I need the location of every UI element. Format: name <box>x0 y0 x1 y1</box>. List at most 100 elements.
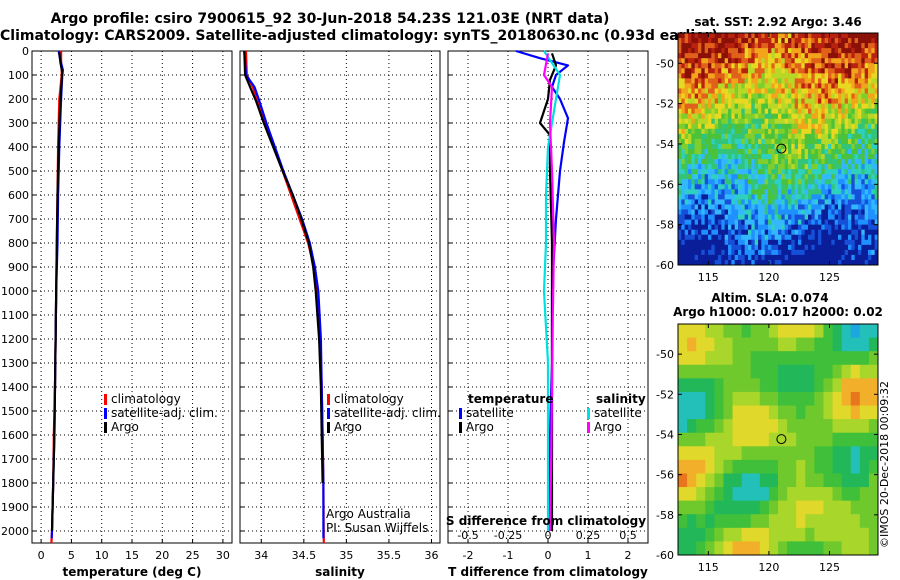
map-cell <box>691 68 696 74</box>
map-cell <box>814 159 819 165</box>
map-cell <box>678 53 682 59</box>
map-cell <box>708 48 712 54</box>
map-cell <box>711 164 716 170</box>
map-cell <box>698 48 702 54</box>
map-cell <box>871 93 876 100</box>
map-cell <box>681 159 686 165</box>
map-cell <box>841 128 846 135</box>
map-cell <box>844 133 849 140</box>
map-cell <box>724 194 729 201</box>
map-cell <box>741 164 746 170</box>
map-cell <box>871 33 876 39</box>
map-cell <box>774 149 779 155</box>
map-cell <box>684 164 689 170</box>
map-cell <box>744 164 749 170</box>
map-cell <box>824 103 829 110</box>
map-cell <box>678 541 688 555</box>
diff-legend-sal-label: Argo <box>594 420 622 434</box>
map-cell <box>684 68 689 74</box>
map-cell <box>696 487 706 502</box>
map-cell <box>781 103 786 110</box>
map-cell <box>678 194 682 201</box>
map-cell <box>864 234 869 241</box>
map-cell <box>808 199 812 206</box>
map-cell <box>691 149 696 155</box>
map-cell <box>844 244 849 251</box>
map-cell <box>828 48 832 54</box>
map-cell <box>798 118 802 125</box>
map-cell <box>764 53 769 59</box>
map-cell <box>678 234 682 241</box>
map-cell <box>814 194 819 201</box>
map-cell <box>784 194 789 201</box>
map-xtick-label: 120 <box>758 561 779 574</box>
map-cell <box>764 154 769 160</box>
map-cell <box>701 113 706 120</box>
map-cell <box>771 189 776 195</box>
map-cell <box>831 78 836 85</box>
map-cell <box>764 113 769 120</box>
map-cell <box>831 128 836 135</box>
map-cell <box>778 133 782 140</box>
map-cell <box>823 541 834 555</box>
map-cell <box>759 527 770 543</box>
map-cell <box>794 103 799 110</box>
map-cell <box>774 48 779 54</box>
x-tick-label: 25 <box>186 549 200 562</box>
map-cell <box>714 108 719 115</box>
map-cell <box>708 244 712 251</box>
map-cell <box>874 229 878 236</box>
map-cell <box>838 154 842 160</box>
map-cell <box>721 164 726 170</box>
map-cell <box>811 229 816 236</box>
map-cell <box>694 73 699 79</box>
map-cell <box>711 113 716 120</box>
map-cell <box>838 159 842 165</box>
map-cell <box>678 184 682 190</box>
map-cell <box>871 78 876 85</box>
map-cell <box>838 138 842 145</box>
map-cell <box>684 33 689 39</box>
map-cell <box>774 78 779 85</box>
diff-s-tick-label: -0.25 <box>494 529 522 542</box>
map-cell <box>868 63 872 69</box>
map-cell <box>696 459 706 475</box>
map-cell <box>718 164 722 170</box>
map-cell <box>734 113 739 120</box>
map-cell <box>678 514 688 529</box>
map-cell <box>814 118 819 125</box>
map-cell <box>824 199 829 206</box>
map-cell <box>854 128 859 135</box>
map-cell <box>687 459 697 475</box>
map-cell <box>871 43 876 49</box>
map-cell <box>688 209 692 216</box>
map-cell <box>701 88 706 95</box>
map-cell <box>701 179 706 185</box>
map-cell <box>861 159 866 165</box>
map-cell <box>824 108 829 115</box>
map-cell <box>704 204 709 211</box>
map-cell <box>831 254 836 261</box>
map-cell <box>708 209 712 216</box>
map-cell <box>868 103 872 110</box>
map-cell <box>694 143 699 150</box>
map-cell <box>814 459 825 475</box>
map-cell <box>808 33 812 39</box>
map-cell <box>731 259 736 265</box>
map-cell <box>741 249 746 256</box>
map-cell <box>714 118 719 125</box>
map-cell <box>808 103 812 110</box>
map-cell <box>681 209 686 216</box>
map-cell <box>805 473 815 488</box>
map-cell <box>732 527 743 543</box>
map-cell <box>688 68 692 74</box>
map-cell <box>750 514 761 529</box>
map-cell <box>838 219 842 226</box>
map-cell <box>758 43 762 49</box>
map-cell <box>708 204 712 211</box>
map-cell <box>774 108 779 115</box>
map-cell <box>838 234 842 241</box>
map-cell <box>868 58 872 64</box>
map-cell <box>768 199 772 206</box>
map-cell <box>738 204 742 211</box>
